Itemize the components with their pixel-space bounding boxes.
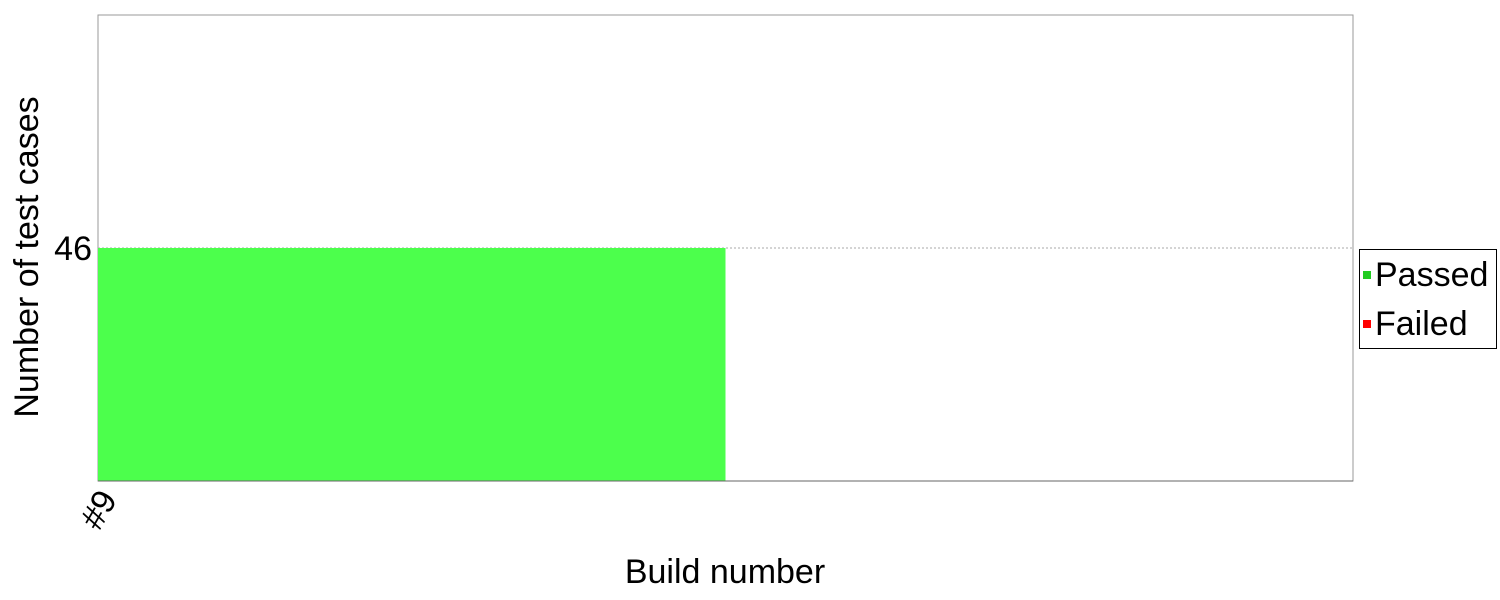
legend-item-failed: Failed [1363, 304, 1468, 344]
legend-label-passed: Passed [1375, 256, 1489, 294]
y-ticks: 46 [54, 230, 92, 268]
y-tick-label: 46 [54, 230, 92, 268]
legend-label-failed: Failed [1375, 305, 1468, 343]
series-area-passed [98, 248, 726, 481]
legend-item-passed: Passed [1363, 255, 1488, 295]
x-tick-label: #9 [73, 484, 125, 536]
x-ticks: #9 [73, 484, 125, 536]
legend: Passed Failed [1359, 249, 1497, 349]
legend-swatch-passed [1363, 271, 1371, 279]
y-axis-label: Number of test cases [8, 96, 46, 417]
legend-swatch-failed [1363, 320, 1371, 328]
x-axis-label: Build number [625, 553, 825, 591]
series-layer [98, 248, 726, 481]
